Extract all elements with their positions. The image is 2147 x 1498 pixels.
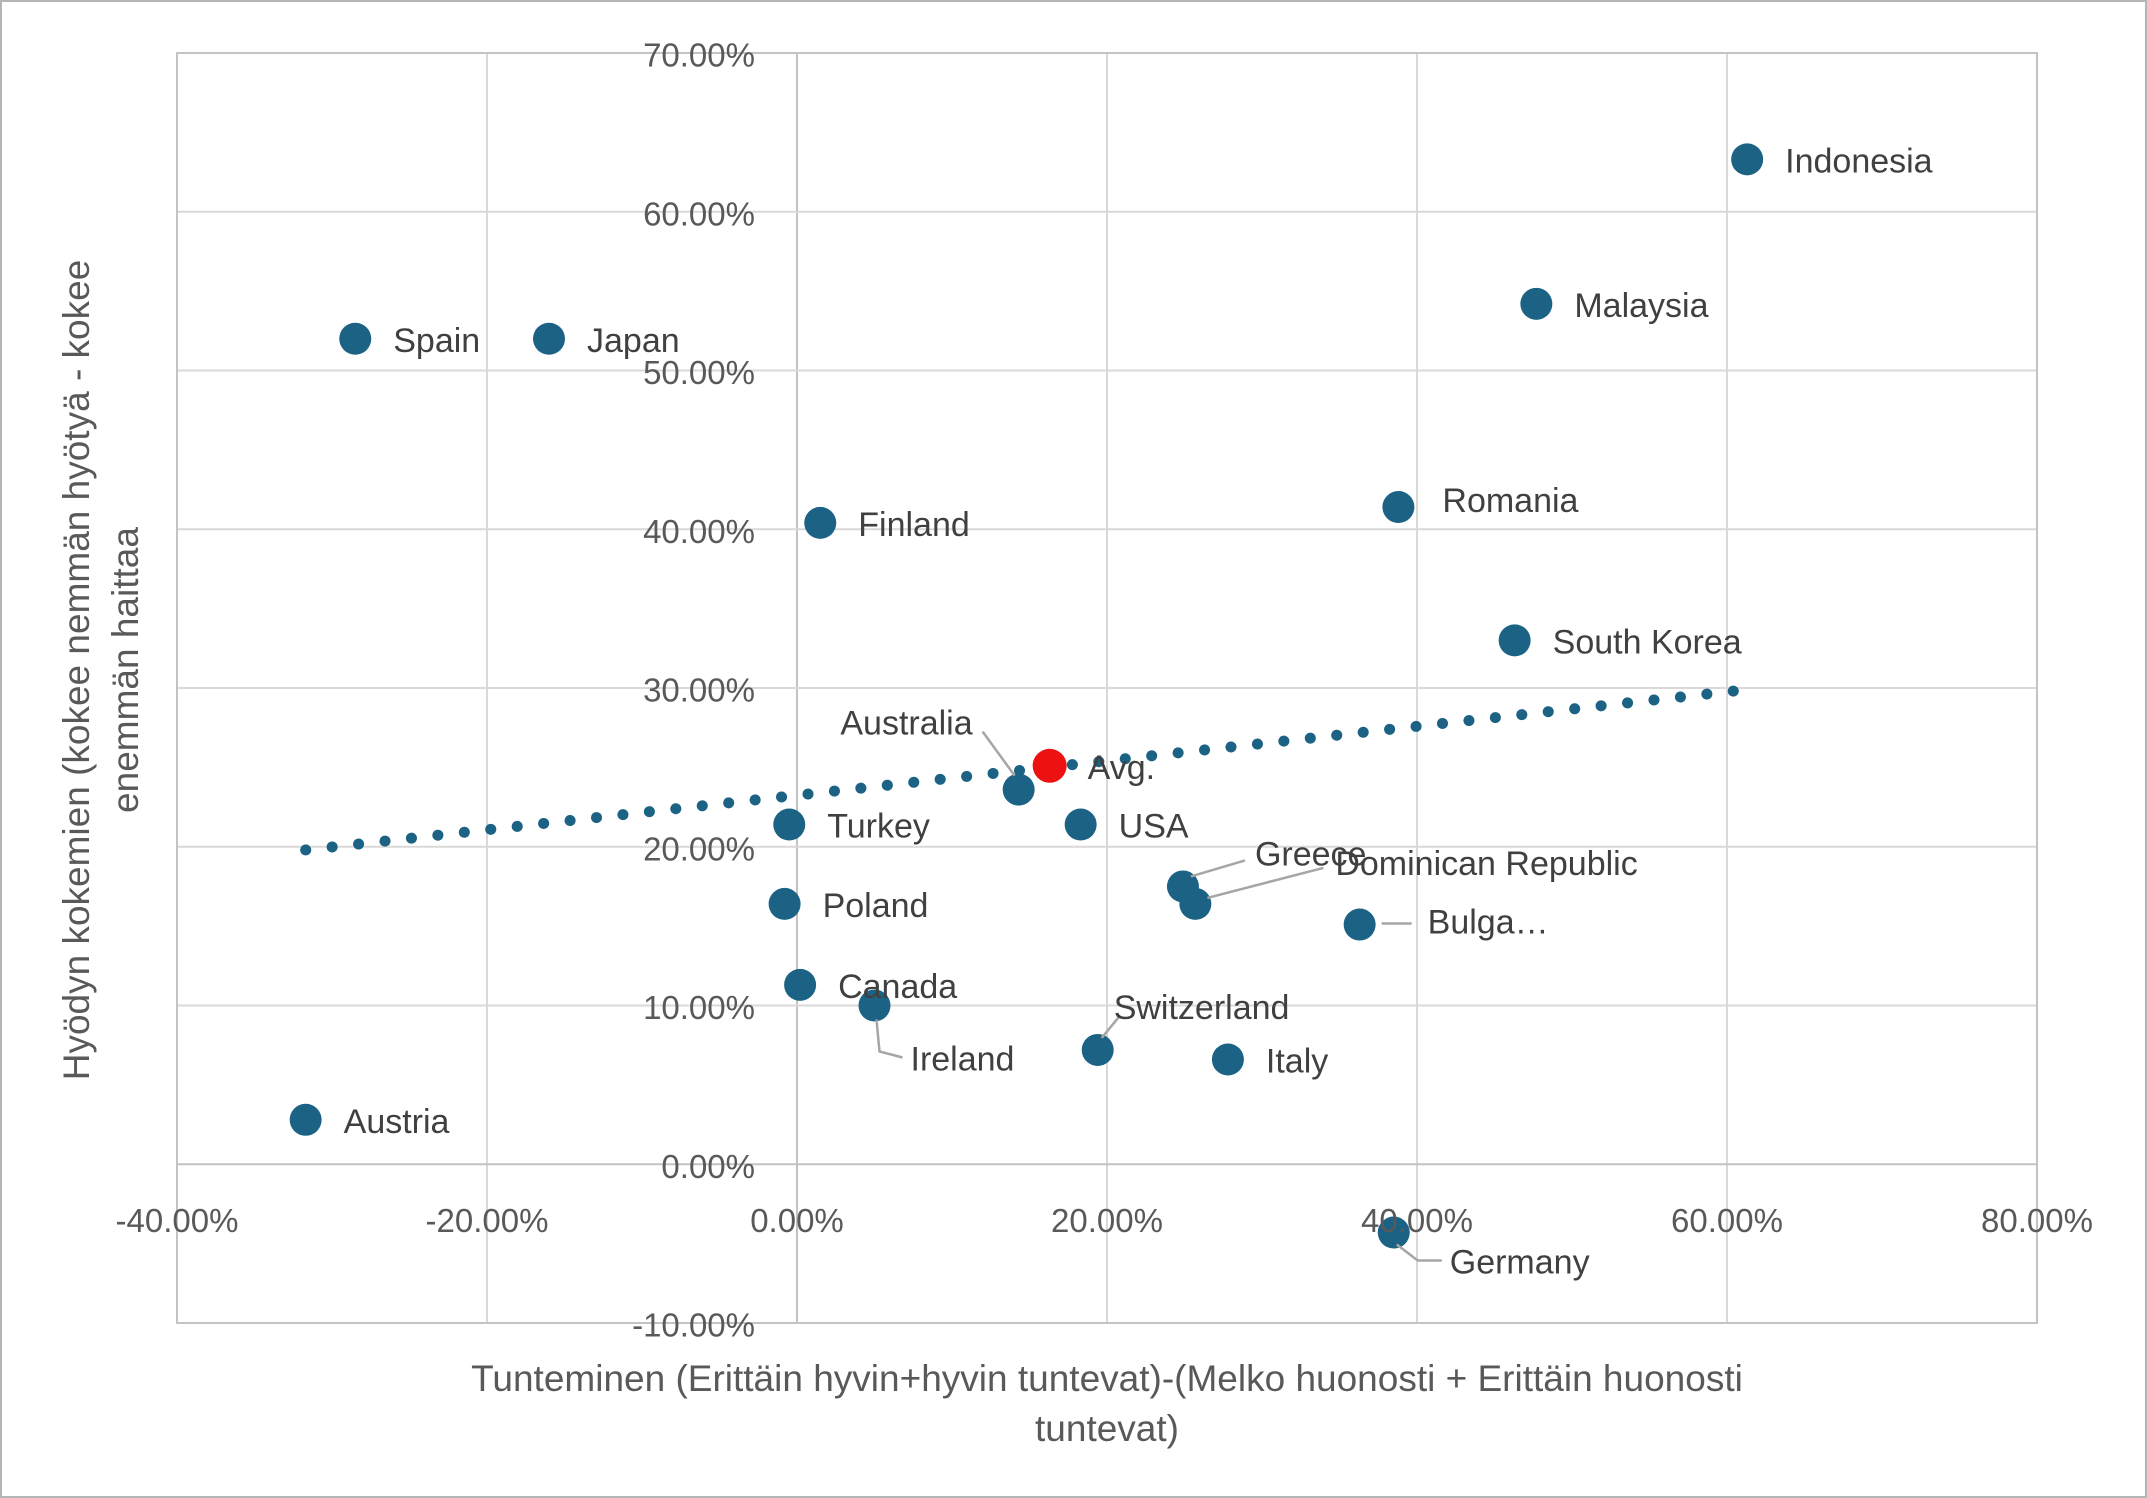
- point-label-canada[interactable]: Canada: [838, 968, 957, 1006]
- point-label-italy[interactable]: Italy: [1266, 1042, 1328, 1080]
- point-label-usa[interactable]: USA: [1119, 808, 1189, 846]
- point-label-spain[interactable]: Spain: [393, 322, 480, 360]
- x-tick-label-0: 0.00%: [750, 1202, 844, 1239]
- y-tick-label-70: 70.00%: [643, 37, 755, 74]
- x-axis-title-line1: Tunteminen (Erittäin hyvin+hyvin tunteva…: [471, 1358, 1743, 1399]
- point-label-poland[interactable]: Poland: [823, 887, 929, 925]
- data-point-malaysia[interactable]: [1520, 287, 1553, 320]
- point-label-germany[interactable]: Germany: [1450, 1244, 1590, 1282]
- data-point-ireland[interactable]: [858, 989, 891, 1022]
- y-tick-label-40: 40.00%: [643, 513, 755, 550]
- x-tick-label--20: -20.00%: [426, 1202, 549, 1239]
- point-label-japan[interactable]: Japan: [587, 322, 680, 360]
- y-tick-label--10: -10.00%: [632, 1307, 755, 1344]
- data-point-italy[interactable]: [1211, 1043, 1244, 1076]
- point-label-finland[interactable]: Finland: [858, 506, 970, 544]
- data-point-australia[interactable]: [1002, 773, 1035, 806]
- y-tick-label-20: 20.00%: [643, 830, 755, 867]
- axis-tick-labels: 70.00% 60.00% 50.00% 40.00% 30.00% 20.00% 10.0…: [116, 37, 2093, 1344]
- x-tick-label-60: 60.00%: [1671, 1202, 1783, 1239]
- y-tick-label-50: 50.00%: [643, 354, 755, 391]
- leader-line-greece: [1190, 859, 1246, 878]
- data-point-south-korea[interactable]: [1498, 624, 1531, 657]
- data-point-usa[interactable]: [1064, 808, 1097, 841]
- data-point-indonesia[interactable]: [1731, 143, 1764, 176]
- point-label-switzerland[interactable]: Switzerland: [1114, 989, 1290, 1027]
- y-tick-label-60: 60.00%: [643, 195, 755, 232]
- data-point-canada[interactable]: [784, 968, 817, 1001]
- data-point-poland[interactable]: [768, 887, 801, 920]
- y-tick-label-10: 10.00%: [643, 989, 755, 1026]
- point-label-malaysia[interactable]: Malaysia: [1574, 287, 1708, 325]
- y-tick-label-0: 0.00%: [661, 1148, 755, 1185]
- data-point-spain[interactable]: [339, 322, 372, 355]
- y-tick-label-30: 30.00%: [643, 672, 755, 709]
- x-tick-label-80: 80.00%: [1981, 1202, 2093, 1239]
- x-axis-title: Tunteminen (Erittäin hyvin+hyvin tunteva…: [471, 1354, 1743, 1454]
- point-label-dominican-republic[interactable]: Dominican Republic: [1335, 845, 1637, 883]
- trendline-group: [300, 684, 1753, 856]
- data-point-romania[interactable]: [1382, 491, 1415, 524]
- y-axis-title-line2: enemmän haittaa: [105, 527, 146, 813]
- data-point-dominican-republic[interactable]: [1179, 887, 1212, 920]
- y-axis-title-line1: Hyödyn kokemien (kokee nemmän hyötyä - k…: [56, 259, 98, 1081]
- point-label-romania[interactable]: Romania: [1442, 482, 1578, 520]
- gridlines: [176, 52, 2038, 1324]
- leader-lines: [875, 730, 1442, 1262]
- leader-line-switzerland: [1100, 1015, 1121, 1039]
- point-label-avg-[interactable]: Avg.: [1088, 749, 1155, 787]
- point-label-indonesia[interactable]: Indonesia: [1785, 142, 1933, 180]
- data-point-germany[interactable]: [1377, 1216, 1410, 1249]
- y-axis-title: Hyödyn kokemien (kokee nemmän hyötyä - k…: [53, 260, 151, 1081]
- point-label-greece[interactable]: Greece: [1255, 835, 1367, 873]
- data-point-finland[interactable]: [804, 506, 837, 539]
- leader-line-australia: [981, 730, 1016, 777]
- data-points: [289, 143, 1764, 1249]
- point-label-bulga-[interactable]: Bulga…: [1428, 904, 1549, 942]
- data-point-turkey[interactable]: [773, 808, 806, 841]
- data-point-avg-[interactable]: [1032, 748, 1067, 783]
- point-labels: Indonesia Malaysia Spain Japan Romania Finlan…: [344, 142, 1933, 1281]
- trendline[interactable]: [300, 684, 1753, 856]
- leader-line-germany: [1395, 1243, 1442, 1262]
- plot-border: [176, 52, 2038, 1324]
- plot-area-border: [176, 52, 2038, 1324]
- leader-line-ireland: [875, 1019, 903, 1059]
- leader-line-dominican-republic: [1207, 866, 1324, 900]
- x-tick-label--40: -40.00%: [116, 1202, 239, 1239]
- x-tick-label-20: 20.00%: [1051, 1202, 1163, 1239]
- point-label-ireland[interactable]: Ireland: [911, 1041, 1015, 1079]
- point-label-australia[interactable]: Australia: [840, 705, 972, 743]
- point-label-south-korea[interactable]: South Korea: [1553, 623, 1742, 661]
- data-point-bulga-[interactable]: [1343, 908, 1376, 941]
- x-tick-label-40: 40.00%: [1361, 1202, 1473, 1239]
- data-point-japan[interactable]: [533, 322, 565, 355]
- data-point-switzerland[interactable]: [1081, 1033, 1114, 1066]
- point-label-austria[interactable]: Austria: [344, 1103, 450, 1141]
- point-label-turkey[interactable]: Turkey: [827, 808, 930, 846]
- data-point-austria[interactable]: [289, 1103, 322, 1136]
- x-axis-title-line2: tuntevat): [1035, 1407, 1179, 1449]
